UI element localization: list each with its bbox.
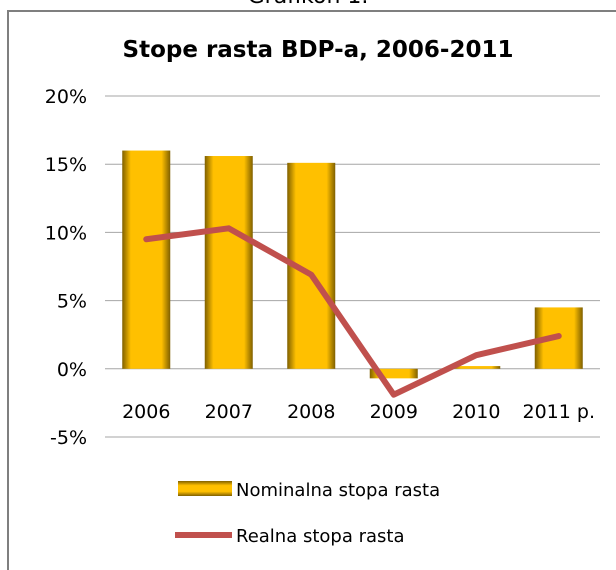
gridlines (105, 95, 600, 438)
chart-frame (7, 10, 616, 570)
series-line-realna (143, 225, 562, 398)
bar-2007 (204, 156, 253, 369)
y-axis-ticks: 20% 15% 10% 5% 0% -5% (45, 86, 87, 449)
x-tick-label: 2011 p. (523, 401, 596, 423)
y-tick-label: 15% (45, 154, 87, 176)
bar-2009 (369, 368, 418, 379)
legend-swatch-bar (178, 481, 232, 496)
bar-2010 (452, 366, 501, 369)
y-tick-label: 0% (57, 359, 87, 381)
line-series (143, 225, 562, 398)
y-tick-label: 10% (45, 222, 87, 244)
x-tick-label: 2009 (370, 401, 418, 423)
x-axis-ticks: 2006 2007 2008 2009 2010 2011 p. (122, 401, 595, 423)
bar-2006 (122, 150, 171, 369)
legend-label: Realna stopa rasta (236, 526, 405, 547)
x-tick-label: 2010 (452, 401, 500, 423)
x-tick-label: 2006 (122, 401, 170, 423)
chart-title: Stope rasta BDP-a, 2006-2011 (123, 37, 514, 63)
legend: Nominalna stopa rasta Realna stopa rasta (175, 480, 440, 547)
y-tick-label: 5% (57, 291, 87, 313)
y-tick-label: -5% (50, 427, 87, 449)
x-tick-label: 2008 (287, 401, 335, 423)
y-tick-label: 20% (45, 86, 87, 108)
legend-label: Nominalna stopa rasta (236, 480, 440, 501)
figure-caption: Grafikon 1. (0, 0, 616, 9)
x-tick-label: 2007 (205, 401, 253, 423)
